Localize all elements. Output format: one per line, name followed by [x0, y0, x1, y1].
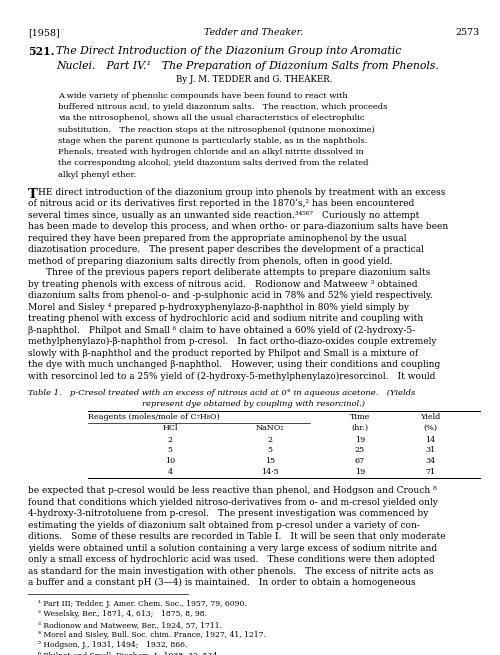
- Text: 10: 10: [165, 457, 175, 466]
- Text: [1958]: [1958]: [28, 28, 60, 37]
- Text: T: T: [28, 188, 38, 200]
- Text: Phenols, treated with hydrogen chloride and an alkyl nitrite dissolved in: Phenols, treated with hydrogen chloride …: [58, 148, 364, 156]
- Text: (hr.): (hr.): [352, 424, 368, 432]
- Text: the corresponding alcohol, yield diazonium salts derived from the related: the corresponding alcohol, yield diazoni…: [58, 159, 368, 168]
- Text: estimating the yields of diazonium salt obtained from p-cresol under a variety o: estimating the yields of diazonium salt …: [28, 521, 420, 530]
- Text: 4-hydroxy-3-nitrotoluene from p-cresol. The present investigation was commenced : 4-hydroxy-3-nitrotoluene from p-cresol. …: [28, 509, 428, 518]
- Text: The Direct Introduction of the Diazonium Group into Aromatic: The Direct Introduction of the Diazonium…: [56, 47, 402, 56]
- Text: the dye with much unchanged β-naphthol. However, using their conditions and coup: the dye with much unchanged β-naphthol. …: [28, 360, 440, 369]
- Text: slowly with β-naphthol and the product reported by Philpot and Small is a mixtur: slowly with β-naphthol and the product r…: [28, 348, 418, 358]
- Text: methylphenylazo)-β-naphthol from p-cresol. In fact ortho-diazo-oxides couple ext: methylphenylazo)-β-naphthol from p-creso…: [28, 337, 436, 346]
- Text: Time: Time: [350, 413, 370, 421]
- Text: 14·5: 14·5: [261, 468, 279, 476]
- Text: only a small excess of hydrochloric acid was used. These conditions were then ad: only a small excess of hydrochloric acid…: [28, 555, 435, 564]
- Text: stage when the parent quinone is particularly stable, as in the naphthols.: stage when the parent quinone is particu…: [58, 137, 368, 145]
- Text: 19: 19: [355, 468, 365, 476]
- Text: ⁶ Philpot and Small, Biochem. J., 1938, 32, 534.: ⁶ Philpot and Small, Biochem. J., 1938, …: [38, 652, 220, 655]
- Text: By J. M. TEDDER and G. THEAKER.: By J. M. TEDDER and G. THEAKER.: [176, 75, 332, 84]
- Text: Reagents (moles/mole of C₇H₈O): Reagents (moles/mole of C₇H₈O): [88, 413, 220, 421]
- Text: a buffer and a constant pH (3—4) is maintained. In order to obtain a homogeneous: a buffer and a constant pH (3—4) is main…: [28, 578, 415, 588]
- Text: ditions. Some of these results are recorded in Table I. It will be seen that onl: ditions. Some of these results are recor…: [28, 532, 446, 541]
- Text: substitution. The reaction stops at the nitrosophenol (quinone monoxime): substitution. The reaction stops at the …: [58, 126, 375, 134]
- Text: (%): (%): [423, 424, 437, 432]
- Text: 25: 25: [355, 447, 365, 455]
- Text: required they have been prepared from the appropriate aminophenol by the usual: required they have been prepared from th…: [28, 234, 406, 243]
- Text: Table 1. p-Cresol treated with an excess of nitrous acid at 0° in aqueous aceton: Table 1. p-Cresol treated with an excess…: [28, 389, 415, 397]
- Text: Yield: Yield: [420, 413, 440, 421]
- Text: HCl: HCl: [162, 424, 178, 432]
- Text: 5: 5: [268, 447, 272, 455]
- Text: 4: 4: [168, 468, 172, 476]
- Text: NaNO₂: NaNO₂: [256, 424, 284, 432]
- Text: be expected that p-cresol would be less reactive than phenol, and Hodgson and Cr: be expected that p-cresol would be less …: [28, 486, 437, 495]
- Text: 2: 2: [268, 436, 272, 443]
- Text: by treating phenols with excess of nitrous acid. Rodionow and Matweew ³ obtained: by treating phenols with excess of nitro…: [28, 280, 417, 289]
- Text: method of preparing diazonium salts directly from phenols, often in good yield.: method of preparing diazonium salts dire…: [28, 257, 392, 266]
- Text: found that conditions which yielded nitroso-derivatives from o- and m-cresol yie: found that conditions which yielded nitr…: [28, 498, 438, 507]
- Text: alkyl phenyl ether.: alkyl phenyl ether.: [58, 171, 136, 179]
- Text: β-naphthol. Philpot and Small ⁶ claim to have obtained a 60% yield of (2-hydroxy: β-naphthol. Philpot and Small ⁶ claim to…: [28, 326, 415, 335]
- Text: Three of the previous papers report deliberate attempts to prepare diazonium sal: Three of the previous papers report deli…: [46, 269, 430, 277]
- Text: ³ Rodionow and Matweew, Ber., 1924, 57, 1711.: ³ Rodionow and Matweew, Ber., 1924, 57, …: [38, 621, 222, 629]
- Text: 67: 67: [355, 457, 365, 466]
- Text: 34: 34: [425, 457, 435, 466]
- Text: as standard for the main investigation with other phenols. The excess of nitrite: as standard for the main investigation w…: [28, 567, 434, 576]
- Text: diazonium salts from phenol-o- and -p-sulphonic acid in 78% and 52% yield respec: diazonium salts from phenol-o- and -p-su…: [28, 291, 433, 300]
- Text: ⁴ Morel and Sisley, Bull. Soc. chim. France, 1927, 41, 1217.: ⁴ Morel and Sisley, Bull. Soc. chim. Fra…: [38, 631, 266, 639]
- Text: treating phenol with excess of hydrochloric acid and sodium nitrite and coupling: treating phenol with excess of hydrochlo…: [28, 314, 423, 323]
- Text: represent dye obtained by coupling with resorcinol.): represent dye obtained by coupling with …: [142, 400, 366, 409]
- Text: diazotisation procedure. The present paper describes the development of a practi: diazotisation procedure. The present pap…: [28, 245, 424, 254]
- Text: A wide variety of phenolic compounds have been found to react with: A wide variety of phenolic compounds hav…: [58, 92, 348, 100]
- Text: ¹ Part III; Tedder, J. Amer. Chem. Soc., 1957, 79, 6090.: ¹ Part III; Tedder, J. Amer. Chem. Soc.,…: [38, 600, 247, 608]
- Text: several times since, usually as an unwanted side reaction.³⁴⁵⁶⁷ Curiously no att: several times since, usually as an unwan…: [28, 211, 419, 219]
- Text: 5: 5: [168, 447, 172, 455]
- Text: with resorcinol led to a 25% yield of (2-hydroxy-5-methylphenylazo)resorcinol. I: with resorcinol led to a 25% yield of (2…: [28, 372, 436, 381]
- Text: buffered nitrous acid, to yield diazonium salts. The reaction, which proceeds: buffered nitrous acid, to yield diazoniu…: [58, 103, 388, 111]
- Text: 31: 31: [425, 447, 435, 455]
- Text: 71: 71: [425, 468, 435, 476]
- Text: Tedder and Theaker.: Tedder and Theaker.: [204, 28, 304, 37]
- Text: ⁵ Hodgson, J., 1931, 1494; 1932, 866.: ⁵ Hodgson, J., 1931, 1494; 1932, 866.: [38, 641, 188, 649]
- Text: via the nitrosophenol, shows all the usual characteristics of electrophilic: via the nitrosophenol, shows all the usu…: [58, 115, 364, 122]
- Text: of nitrous acid or its derivatives first reported in the 1870’s,² has been encou: of nitrous acid or its derivatives first…: [28, 199, 414, 208]
- Text: 15: 15: [265, 457, 275, 466]
- Text: yields were obtained until a solution containing a very large excess of sodium n: yields were obtained until a solution co…: [28, 544, 437, 553]
- Text: Morel and Sisley ⁴ prepared p-hydroxyphenylazo-β-naphthol in 80% yield simply by: Morel and Sisley ⁴ prepared p-hydroxyphe…: [28, 303, 409, 312]
- Text: ² Weselsky, Ber., 1871, 4, 613; 1875, 8, 98.: ² Weselsky, Ber., 1871, 4, 613; 1875, 8,…: [38, 610, 207, 618]
- Text: Nuclei. Part IV.¹ The Preparation of Diazonium Salts from Phenols.: Nuclei. Part IV.¹ The Preparation of Dia…: [56, 61, 439, 71]
- Text: 2: 2: [168, 436, 172, 443]
- Text: 14: 14: [425, 436, 435, 443]
- Text: 19: 19: [355, 436, 365, 443]
- Text: HE direct introduction of the diazonium group into phenols by treatment with an : HE direct introduction of the diazonium …: [38, 188, 446, 196]
- Text: 521.: 521.: [28, 47, 54, 58]
- Text: 2573: 2573: [456, 28, 480, 37]
- Text: has been made to develop this process, and when ortho- or para-diazonium salts h: has been made to develop this process, a…: [28, 222, 448, 231]
